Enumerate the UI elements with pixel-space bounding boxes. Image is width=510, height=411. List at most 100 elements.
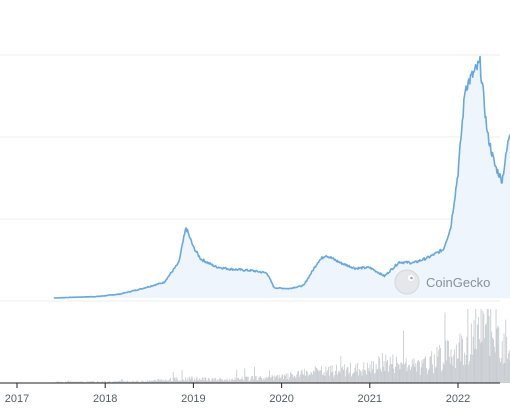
volume-bar xyxy=(325,366,327,383)
volume-bar xyxy=(321,366,322,383)
volume-bar xyxy=(384,370,386,383)
volume-bar xyxy=(312,374,314,383)
volume-bar xyxy=(473,319,475,383)
volume-bar xyxy=(443,364,445,383)
volume-bar xyxy=(190,379,192,383)
volume-bar xyxy=(452,365,454,383)
volume-bar xyxy=(424,358,426,383)
volume-bar xyxy=(370,372,372,383)
volume-bar xyxy=(391,364,393,383)
volume-bar xyxy=(67,381,68,383)
volume-bar xyxy=(371,361,373,383)
volume-bar xyxy=(437,356,439,383)
volume-bar xyxy=(59,381,60,383)
volume-bar xyxy=(213,380,215,383)
volume-bar xyxy=(132,380,134,383)
volume-bar xyxy=(239,379,240,383)
volume-bar xyxy=(506,337,508,383)
volume-bar xyxy=(126,381,127,383)
volume-bar xyxy=(485,323,487,383)
volume-bar xyxy=(472,336,474,383)
volume-bar xyxy=(56,381,58,383)
volume-bar xyxy=(179,381,180,383)
volume-bar xyxy=(412,364,414,383)
volume-bar xyxy=(344,376,346,383)
volume-bar xyxy=(214,377,216,383)
volume-bar xyxy=(351,376,352,383)
volume-bar xyxy=(315,367,317,383)
volume-bar xyxy=(434,367,436,383)
volume-bar xyxy=(328,376,330,383)
volume-bar xyxy=(269,377,271,383)
volume-bar xyxy=(349,372,351,383)
volume-bar xyxy=(340,356,342,383)
volume-bar xyxy=(301,369,303,383)
watermark-label: CoinGecko xyxy=(426,275,490,290)
volume-bar xyxy=(189,378,191,383)
volume-bar xyxy=(419,375,421,383)
volume-bar xyxy=(259,376,261,383)
volume-bar xyxy=(453,354,455,383)
volume-bar xyxy=(164,380,165,383)
volume-bar xyxy=(470,354,471,383)
volume-bar xyxy=(299,374,301,383)
volume-bar xyxy=(149,380,150,383)
volume-bar xyxy=(104,381,105,383)
price-area-layer xyxy=(53,55,510,299)
volume-bar xyxy=(358,375,359,383)
volume-bar xyxy=(181,370,183,383)
volume-bar xyxy=(178,380,179,383)
volume-bar xyxy=(221,379,223,383)
volume-bar xyxy=(438,350,440,383)
volume-bar xyxy=(171,381,173,383)
volume-bar xyxy=(271,374,273,383)
volume-bar xyxy=(444,312,446,383)
volume-bar xyxy=(57,380,59,383)
volume-bar xyxy=(448,356,450,383)
volume-bar xyxy=(155,379,157,383)
volume-bar xyxy=(309,374,311,383)
volume-bar xyxy=(497,325,499,383)
volume-bar xyxy=(224,379,226,383)
volume-bar xyxy=(229,378,231,383)
volume-bar xyxy=(98,381,100,383)
volume-bar xyxy=(130,381,132,383)
volume-bar xyxy=(482,310,484,383)
volume-bar xyxy=(236,369,238,383)
volume-bar xyxy=(215,378,217,383)
x-tick-label: 2022 xyxy=(446,393,470,405)
volume-bar xyxy=(508,350,510,383)
volume-bar xyxy=(151,380,153,383)
volume-bar xyxy=(426,374,428,383)
volume-bar xyxy=(137,381,139,383)
volume-bar xyxy=(338,370,340,383)
volume-bar xyxy=(127,380,128,383)
volume-bar xyxy=(197,380,199,383)
volume-bar xyxy=(227,380,229,383)
volume-bar xyxy=(374,373,376,383)
volume-bar xyxy=(116,381,118,383)
volume-bar xyxy=(269,370,270,383)
volume-bar xyxy=(478,339,480,383)
volume-bar xyxy=(323,372,325,383)
volume-bar xyxy=(307,376,309,383)
volume-bar xyxy=(353,372,355,383)
volume-bar xyxy=(508,353,509,383)
volume-bar xyxy=(292,377,294,383)
volume-bar xyxy=(119,381,121,383)
volume-bar xyxy=(476,349,478,383)
volume-bar xyxy=(339,372,341,383)
volume-bar xyxy=(92,381,94,383)
volume-bar xyxy=(240,379,242,383)
volume-bar xyxy=(411,359,413,383)
volume-bar xyxy=(68,381,70,383)
volume-bar xyxy=(180,381,182,383)
volume-bar xyxy=(136,380,138,383)
volume-bar xyxy=(134,381,135,383)
volume-bar xyxy=(270,377,272,383)
volume-bar xyxy=(373,374,375,383)
volume-bar xyxy=(201,379,202,383)
volume-bar xyxy=(502,363,504,383)
volume-bar xyxy=(166,380,168,383)
volume-bar xyxy=(305,375,306,383)
